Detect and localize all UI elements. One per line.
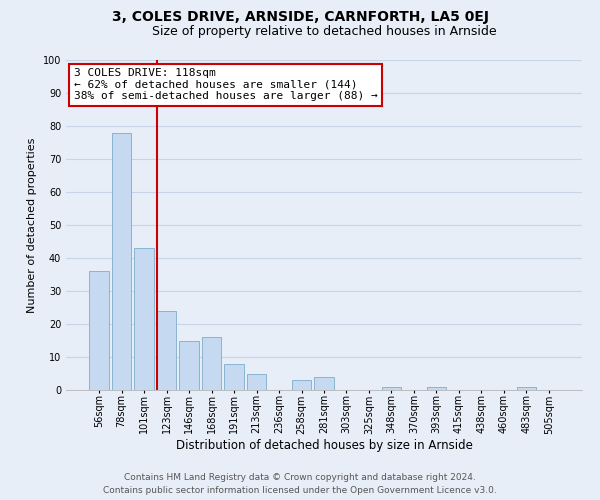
Bar [134, 248, 154, 390]
Bar [224, 364, 244, 390]
Bar [89, 271, 109, 390]
Bar [247, 374, 266, 390]
Bar [202, 337, 221, 390]
X-axis label: Distribution of detached houses by size in Arnside: Distribution of detached houses by size … [176, 439, 472, 452]
Text: Contains HM Land Registry data © Crown copyright and database right 2024.
Contai: Contains HM Land Registry data © Crown c… [103, 473, 497, 495]
Bar [112, 132, 131, 390]
Bar [382, 386, 401, 390]
Bar [292, 380, 311, 390]
Text: 3, COLES DRIVE, ARNSIDE, CARNFORTH, LA5 0EJ: 3, COLES DRIVE, ARNSIDE, CARNFORTH, LA5 … [112, 10, 488, 24]
Bar [517, 386, 536, 390]
Bar [157, 311, 176, 390]
Y-axis label: Number of detached properties: Number of detached properties [27, 138, 37, 312]
Text: 3 COLES DRIVE: 118sqm
← 62% of detached houses are smaller (144)
38% of semi-det: 3 COLES DRIVE: 118sqm ← 62% of detached … [74, 68, 377, 102]
Bar [427, 386, 446, 390]
Bar [179, 340, 199, 390]
Bar [314, 377, 334, 390]
Title: Size of property relative to detached houses in Arnside: Size of property relative to detached ho… [152, 25, 496, 38]
